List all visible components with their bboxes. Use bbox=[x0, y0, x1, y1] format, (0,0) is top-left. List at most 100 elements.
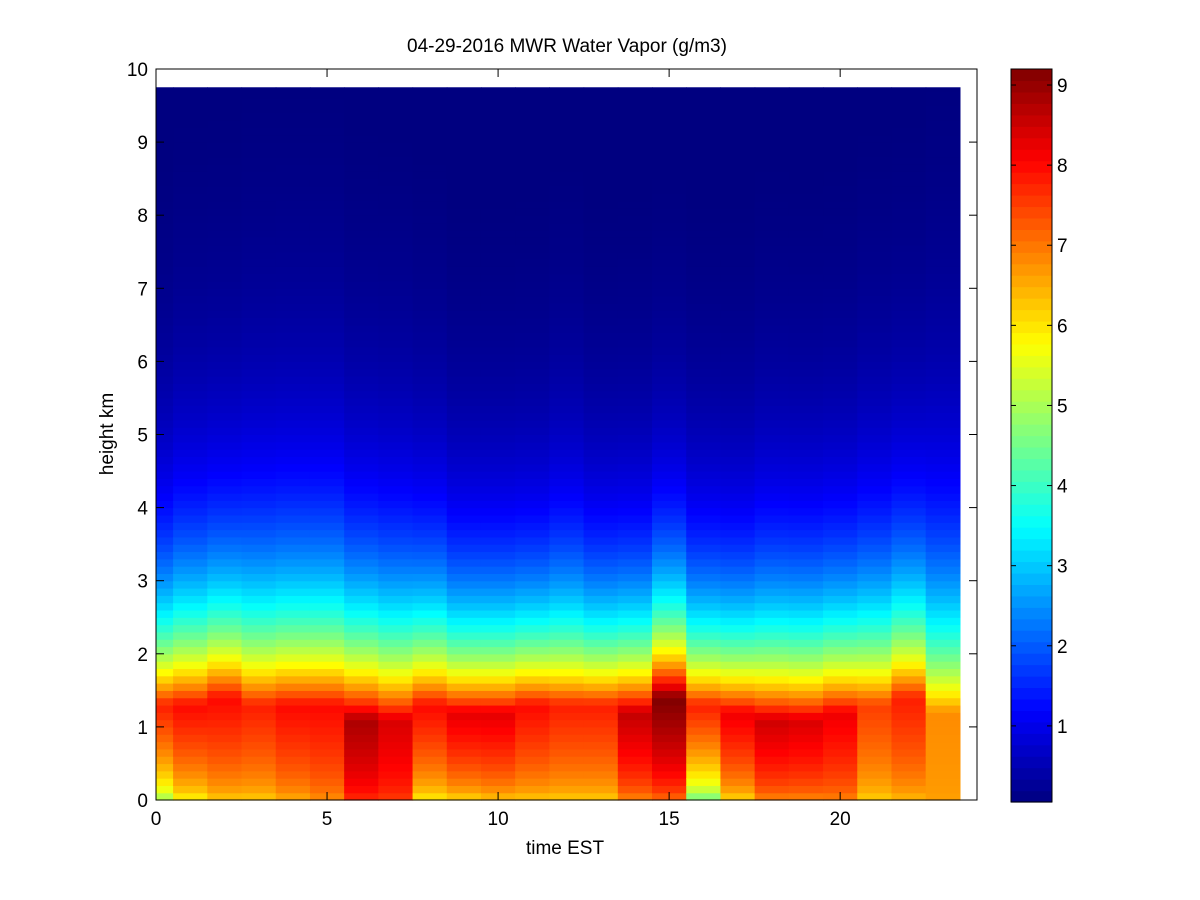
heatmap-cell bbox=[652, 507, 687, 516]
heatmap-cell bbox=[583, 112, 619, 121]
heatmap-cell bbox=[173, 617, 208, 626]
heatmap-cell bbox=[686, 346, 722, 355]
heatmap-cell bbox=[925, 142, 961, 151]
heatmap-cell bbox=[275, 697, 311, 706]
heatmap-cell bbox=[344, 193, 379, 202]
heatmap-cell bbox=[788, 134, 824, 143]
heatmap-cell bbox=[925, 383, 961, 392]
heatmap-cell bbox=[823, 215, 858, 224]
heatmap-cell bbox=[823, 588, 858, 596]
heatmap-cell bbox=[788, 280, 824, 289]
heatmap-cell bbox=[412, 237, 448, 246]
heatmap-cell bbox=[652, 588, 687, 596]
heatmap-cell bbox=[652, 631, 687, 640]
heatmap-cell bbox=[583, 156, 619, 165]
heatmap-cell bbox=[156, 529, 174, 538]
heatmap-cell bbox=[891, 376, 927, 384]
heatmap-cell bbox=[823, 412, 858, 421]
heatmap-cell bbox=[652, 229, 687, 238]
x-tick-label: 0 bbox=[151, 809, 162, 830]
heatmap-cell bbox=[241, 449, 277, 458]
heatmap-cell bbox=[173, 405, 208, 414]
heatmap-cell bbox=[173, 726, 208, 735]
heatmap-cell bbox=[241, 156, 277, 165]
heatmap-cell bbox=[788, 785, 824, 794]
heatmap-cell bbox=[344, 609, 379, 618]
heatmap-cell bbox=[857, 105, 893, 114]
heatmap-cell bbox=[515, 463, 550, 472]
heatmap-cell bbox=[583, 361, 619, 370]
heatmap-cell bbox=[891, 288, 927, 297]
heatmap-cell bbox=[652, 346, 687, 355]
heatmap-cell bbox=[549, 719, 585, 728]
heatmap-cell bbox=[788, 770, 824, 779]
heatmap-cell bbox=[686, 602, 722, 611]
heatmap-cell bbox=[446, 770, 482, 779]
heatmap-cell bbox=[378, 354, 414, 362]
heatmap-cell bbox=[857, 544, 893, 553]
heatmap-cell bbox=[583, 266, 619, 275]
heatmap-cell bbox=[207, 134, 243, 143]
heatmap-cell bbox=[652, 376, 687, 384]
heatmap-cell bbox=[156, 200, 174, 209]
heatmap-cell bbox=[857, 770, 893, 779]
heatmap-cell bbox=[446, 639, 482, 648]
x-tick-label: 5 bbox=[322, 809, 333, 830]
heatmap-cell bbox=[173, 778, 208, 786]
heatmap-cell bbox=[480, 770, 516, 779]
heatmap-cell bbox=[515, 631, 550, 640]
heatmap-cell bbox=[686, 295, 722, 304]
heatmap-cell bbox=[446, 624, 482, 633]
heatmap-cell bbox=[857, 317, 893, 326]
heatmap-cell bbox=[857, 792, 893, 801]
heatmap-cell bbox=[583, 624, 619, 633]
heatmap-cell bbox=[156, 573, 174, 582]
heatmap-cell bbox=[891, 280, 927, 289]
heatmap-cell bbox=[823, 120, 858, 129]
heatmap-cell bbox=[823, 237, 858, 246]
heatmap-cell bbox=[344, 288, 379, 297]
heatmap-cell bbox=[241, 478, 277, 487]
heatmap-cell bbox=[720, 573, 756, 582]
heatmap-cell bbox=[617, 449, 653, 458]
heatmap-cell bbox=[720, 368, 756, 377]
heatmap-cell bbox=[823, 536, 858, 545]
heatmap-cell bbox=[686, 661, 722, 670]
heatmap-cell bbox=[446, 617, 482, 626]
heatmap-cell bbox=[925, 288, 961, 297]
heatmap-cell bbox=[583, 419, 619, 428]
heatmap-cell bbox=[549, 222, 585, 231]
heatmap-cell bbox=[788, 112, 824, 121]
heatmap-cell bbox=[857, 748, 893, 757]
heatmap-cell bbox=[583, 90, 619, 99]
heatmap-cell bbox=[720, 778, 756, 786]
heatmap-cell bbox=[925, 624, 961, 633]
heatmap-cell bbox=[857, 215, 893, 224]
heatmap-cell bbox=[446, 434, 482, 443]
heatmap-cell bbox=[156, 653, 174, 662]
heatmap-cell bbox=[480, 668, 516, 677]
heatmap-cell bbox=[412, 712, 448, 721]
heatmap-cell bbox=[652, 566, 687, 574]
heatmap-cell bbox=[686, 719, 722, 728]
heatmap-cell bbox=[344, 237, 379, 246]
heatmap-cell bbox=[857, 522, 893, 531]
heatmap-cell bbox=[446, 98, 482, 107]
heatmap-cell bbox=[720, 697, 756, 706]
heatmap-cell bbox=[515, 573, 550, 582]
heatmap-cell bbox=[480, 332, 516, 341]
heatmap-cell bbox=[412, 514, 448, 523]
heatmap-cell bbox=[480, 463, 516, 472]
heatmap-cell bbox=[275, 792, 311, 801]
heatmap-cell bbox=[857, 427, 893, 436]
heatmap-cell bbox=[515, 120, 550, 129]
colorbar-tick-label: 8 bbox=[1057, 156, 1068, 177]
heatmap-cell bbox=[156, 427, 174, 436]
heatmap-cell bbox=[617, 134, 653, 143]
heatmap-cell bbox=[309, 719, 345, 728]
heatmap-cell bbox=[686, 536, 722, 545]
heatmap-cell bbox=[344, 127, 379, 136]
heatmap-cell bbox=[583, 449, 619, 458]
heatmap-cell bbox=[156, 317, 174, 326]
heatmap-cell bbox=[788, 288, 824, 297]
